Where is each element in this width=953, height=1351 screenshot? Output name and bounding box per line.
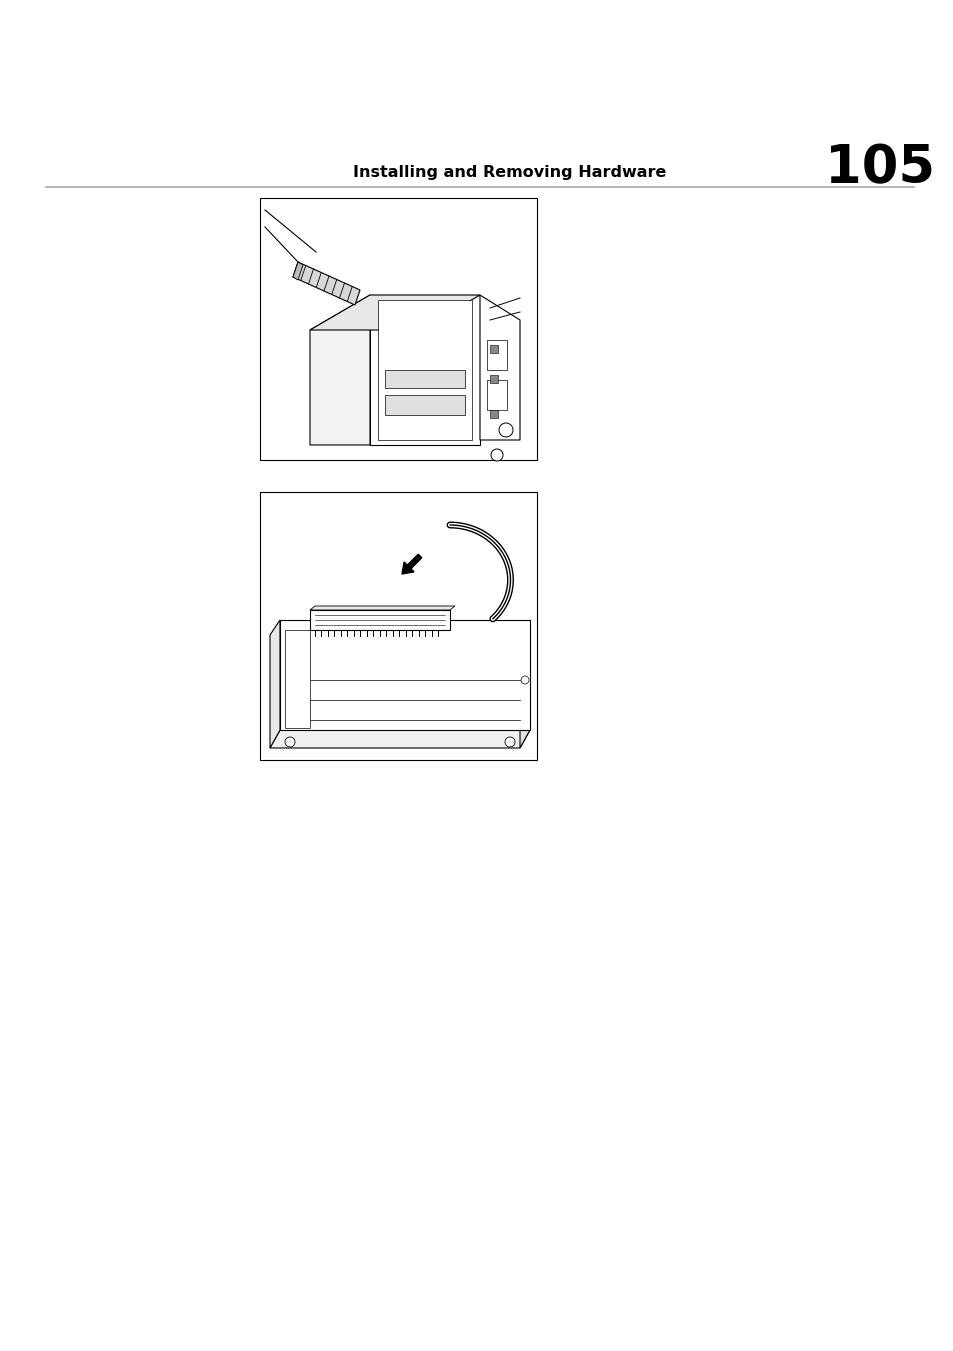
Circle shape — [498, 423, 513, 436]
Bar — [490, 345, 497, 353]
Circle shape — [285, 738, 294, 747]
Circle shape — [491, 449, 502, 461]
Polygon shape — [270, 730, 530, 748]
Polygon shape — [385, 370, 464, 388]
Circle shape — [504, 738, 515, 747]
Polygon shape — [370, 295, 479, 444]
Polygon shape — [385, 394, 464, 415]
Polygon shape — [270, 620, 280, 748]
Circle shape — [520, 676, 529, 684]
Polygon shape — [280, 620, 530, 730]
Polygon shape — [310, 607, 455, 611]
Polygon shape — [293, 262, 359, 305]
Bar — [490, 409, 497, 417]
Polygon shape — [293, 262, 303, 280]
Polygon shape — [310, 611, 450, 630]
Text: 105: 105 — [824, 142, 934, 195]
Bar — [486, 340, 506, 370]
Polygon shape — [479, 295, 519, 440]
Text: Installing and Removing Hardware: Installing and Removing Hardware — [353, 165, 666, 180]
Polygon shape — [310, 295, 370, 444]
Polygon shape — [285, 630, 310, 728]
Polygon shape — [519, 620, 530, 748]
Polygon shape — [377, 300, 472, 440]
Bar — [490, 376, 497, 382]
Polygon shape — [310, 295, 479, 330]
FancyArrow shape — [401, 554, 421, 574]
Bar — [260, 199, 537, 459]
Bar — [260, 492, 537, 761]
Bar — [486, 380, 506, 409]
